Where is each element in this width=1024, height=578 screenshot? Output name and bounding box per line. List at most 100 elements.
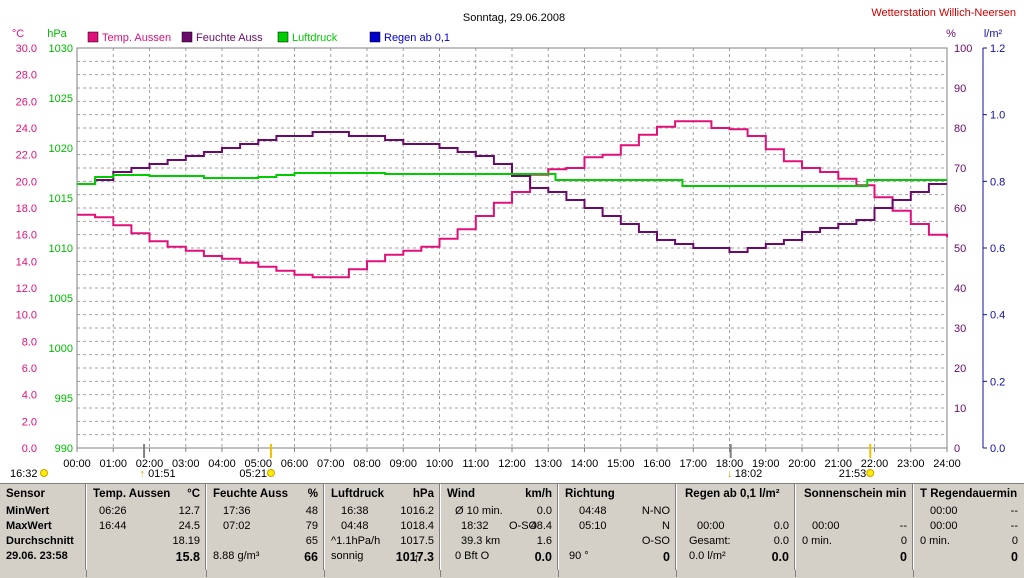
time-tick-label: 10:00 <box>426 458 454 470</box>
direction-value-1: N-NO <box>641 505 670 517</box>
row-label-min: MinWert <box>6 505 50 517</box>
statistics-table: Sensor MinWert MaxWert Durchschnitt 29.0… <box>0 483 1024 578</box>
rain-tick-label: 1.2 <box>990 43 1005 55</box>
pressure-tick-label: 1005 <box>49 293 73 305</box>
time-tick-label: 17:00 <box>679 458 707 470</box>
rain-duration-total-value: 0 <box>1011 535 1018 547</box>
rain-duration-column: T Regendauermin 00:00 -- 00:00 -- 0 min. 0 … <box>914 484 1024 570</box>
wind-max-value: 48.4 <box>530 520 552 532</box>
sunshine-time: 00:00 <box>812 520 840 532</box>
time-tick-label: 22:00 <box>861 458 889 470</box>
pressure-tick-label: 1025 <box>49 93 73 105</box>
event-time-label: 18:02 <box>735 468 763 480</box>
pressure-last: 1017.3 <box>395 550 434 564</box>
sunset-label: 21:53 <box>839 468 867 480</box>
rain-tick-label: 0.4 <box>990 310 1005 322</box>
pressure-average: 1017.5 <box>400 535 434 547</box>
direction-time-2: 05:10 <box>579 520 607 532</box>
legend-entry: Regen ab 0,1 <box>384 32 450 44</box>
wind-column: Wind km/h Ø 10 min. 0.0 18:32 O-SO 48.4 39.3… <box>441 484 559 570</box>
humidity-tick-label: 50 <box>954 243 966 255</box>
legend-entry: Feuchte Auss <box>196 32 263 44</box>
time-tick-label: 19:00 <box>752 458 780 470</box>
temp-unit: °C <box>187 488 200 500</box>
sunrise-label: 05:21 <box>239 468 267 480</box>
temp-tick-label: 20.0 <box>16 176 37 188</box>
humidity-tick-label: 100 <box>954 43 972 55</box>
axis-unit-label: l/m² <box>984 28 1003 40</box>
row-label-last: 29.06. 23:58 <box>6 550 68 562</box>
humidity-max-value: 79 <box>305 520 318 532</box>
temp-average: 18.19 <box>172 535 200 547</box>
humidity-tick-label: 0 <box>954 443 960 455</box>
temp-tick-label: 6.0 <box>22 363 37 375</box>
pressure-trend: ^1.1hPa/h <box>331 535 381 547</box>
pressure-series-line <box>77 172 947 187</box>
temp-min-value: 12.7 <box>178 505 200 517</box>
humidity-tick-label: 70 <box>954 163 966 175</box>
time-tick-label: 18:00 <box>716 458 744 470</box>
row-labels-column: Sensor MinWert MaxWert Durchschnitt 29.0… <box>0 484 87 570</box>
rain-duration-time-1: 00:00 <box>930 505 958 517</box>
humidity-header: Feuchte Auss <box>213 488 288 500</box>
time-tick-label: 11:00 <box>462 458 489 470</box>
temp-min-time: 06:26 <box>99 505 127 517</box>
sunshine-last: 0 <box>900 550 907 564</box>
pressure-unit: hPa <box>412 488 434 500</box>
legend: Temp. Aussen Feuchte Auss Luftdruck Regen a… <box>87 31 450 44</box>
pressure-tick-label: 1020 <box>49 143 73 155</box>
pressure-tick-label: 1030 <box>49 43 73 55</box>
moonrise-icon <box>40 469 48 477</box>
series-layer <box>77 120 948 279</box>
rain-tick-label: 1.0 <box>990 110 1005 122</box>
chart-grid <box>77 48 947 448</box>
legend-swatch <box>181 31 193 43</box>
humidity-tick-label: 10 <box>954 403 966 415</box>
rain-header: Regen ab 0,1 l/m² <box>685 488 780 500</box>
time-tick-label: 01:00 <box>99 458 127 470</box>
wind-last: 0.0 <box>534 550 552 564</box>
time-tick-label: 08:00 <box>353 458 381 470</box>
temp-tick-label: 30.0 <box>16 43 37 55</box>
legend-swatch <box>277 31 289 43</box>
time-tick-label: 07:00 <box>317 458 345 470</box>
time-tick-label: 09:00 <box>389 458 417 470</box>
row-label-avg: Durchschnitt <box>6 535 74 547</box>
time-tick-label: 03:00 <box>172 458 200 470</box>
temp-tick-label: 12.0 <box>16 283 37 295</box>
time-tick-label: 15:00 <box>607 458 635 470</box>
event-arrow-icon: ↓ <box>727 468 733 480</box>
temp-last: 15.8 <box>175 550 200 564</box>
humidity-min-value: 48 <box>305 505 318 517</box>
direction-time-1: 04:48 <box>579 505 607 517</box>
sunshine-column: Sonnenschein min 00:00 -- 0 min. 0 0 <box>796 484 914 570</box>
humidity-min-time: 17:36 <box>223 505 251 517</box>
legend-entry: Temp. Aussen <box>102 32 171 44</box>
rain-duration-time-2: 00:00 <box>930 520 958 532</box>
humidity-tick-label: 20 <box>954 363 966 375</box>
temp-series-line <box>77 120 948 279</box>
sunshine-total-label: 0 min. <box>802 535 832 547</box>
axis-unit-label: °C <box>12 28 24 40</box>
time-tick-label: 23:00 <box>897 458 925 470</box>
pressure-forecast: sonnig <box>331 550 364 562</box>
moonrise-time-label: 16:32 <box>10 468 38 480</box>
humidity-last: 66 <box>304 550 318 564</box>
axes-layer: 0.0 2.0 4.0 6.0 8.0 10.0 12.0 14.0 16.0 18.0 20.0 2… <box>12 28 1005 470</box>
bottom-scrollbar[interactable] <box>0 570 1024 577</box>
time-tick-label: 20:00 <box>788 458 816 470</box>
weather-chart: 0.0 2.0 4.0 6.0 8.0 10.0 12.0 14.0 16.0 18.0 20.0 2… <box>10 7 1016 480</box>
pressure-max-value: 1018.4 <box>400 520 434 532</box>
temp-tick-label: 18.0 <box>16 203 37 215</box>
sunset-sun-icon <box>866 469 875 477</box>
legend-swatch <box>369 31 381 43</box>
temp-tick-label: 8.0 <box>22 336 37 348</box>
pressure-max-time: 04:48 <box>341 520 369 532</box>
humidity-tick-label: 90 <box>954 83 966 95</box>
moonset-arrow-icon: ↑ <box>139 468 145 480</box>
rain-column: Regen ab 0,1 l/m² 00:00 0.0 Gesamt: 0.0 0.… <box>677 484 796 570</box>
temp-tick-label: 28.0 <box>16 70 37 82</box>
time-tick-label: 02:00 <box>136 458 164 470</box>
wind-beaufort: 0 Bft O <box>455 550 490 562</box>
sunrise-sun-icon <box>266 469 275 477</box>
